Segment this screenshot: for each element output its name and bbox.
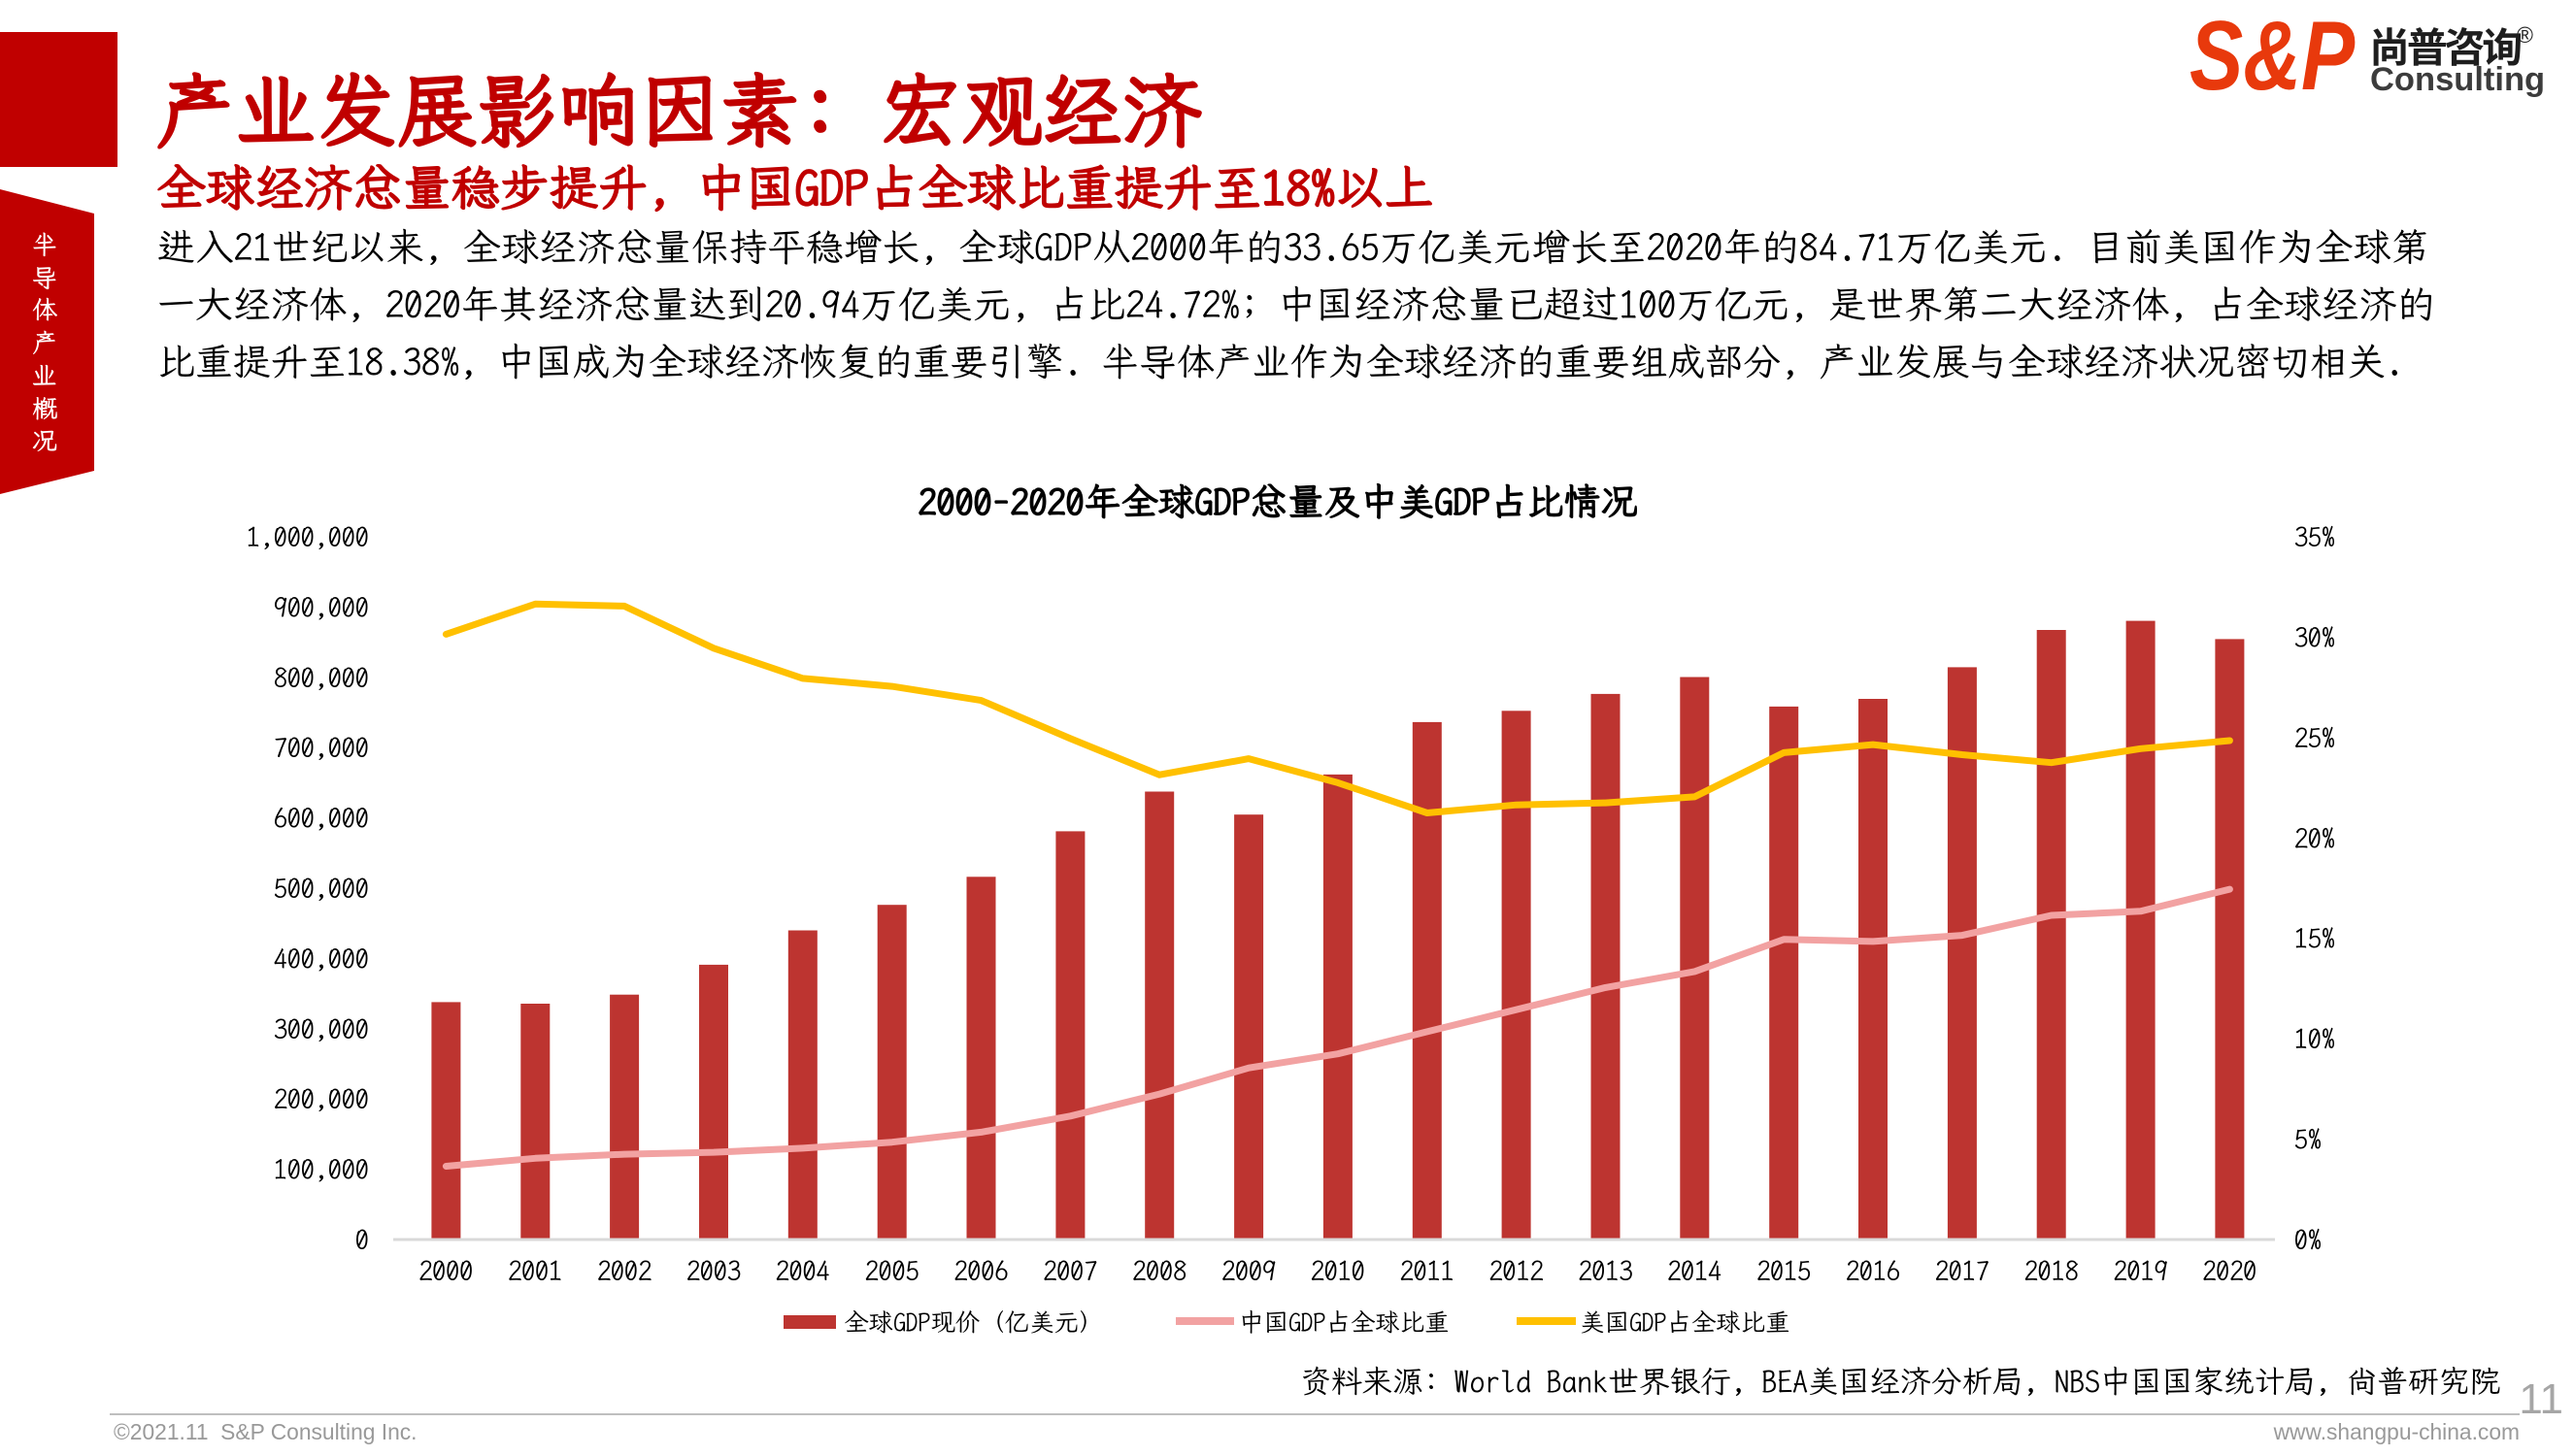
svg-text:20%: 20%: [2294, 822, 2335, 854]
svg-text:200,000: 200,000: [274, 1083, 369, 1115]
svg-text:2006: 2006: [953, 1255, 1008, 1287]
svg-text:2001: 2001: [508, 1255, 562, 1287]
svg-text:2017: 2017: [1935, 1255, 1989, 1287]
svg-text:2011: 2011: [1400, 1255, 1454, 1287]
svg-text:300,000: 300,000: [274, 1012, 369, 1044]
svg-text:2004: 2004: [776, 1255, 830, 1287]
svg-text:2014: 2014: [1667, 1255, 1722, 1287]
svg-text:400,000: 400,000: [274, 943, 369, 975]
svg-text:2012: 2012: [1489, 1255, 1544, 1287]
svg-text:10%: 10%: [2294, 1023, 2335, 1055]
svg-text:2002: 2002: [597, 1255, 652, 1287]
svg-text:700,000: 700,000: [274, 732, 369, 764]
svg-text:800,000: 800,000: [274, 661, 369, 693]
svg-text:2016: 2016: [1846, 1255, 1900, 1287]
svg-text:2000: 2000: [418, 1255, 473, 1287]
svg-text:2005: 2005: [865, 1255, 919, 1287]
svg-text:15%: 15%: [2294, 922, 2335, 954]
svg-text:100,000: 100,000: [274, 1153, 369, 1185]
svg-text:美国GDP占全球比重: 美国GDP占全球比重: [1580, 1308, 1790, 1338]
svg-text:2000-2020年全球GDP总量及中美GDP占比情况: 2000-2020年全球GDP总量及中美GDP占比情况: [918, 481, 1637, 524]
svg-text:中国GDP占全球比重: 中国GDP占全球比重: [1239, 1308, 1450, 1338]
svg-text:2013: 2013: [1578, 1255, 1632, 1287]
svg-text:0%: 0%: [2294, 1224, 2322, 1256]
svg-text:2007: 2007: [1043, 1255, 1097, 1287]
svg-text:2018: 2018: [2024, 1255, 2079, 1287]
svg-text:600,000: 600,000: [274, 802, 369, 834]
svg-text:900,000: 900,000: [274, 591, 369, 623]
svg-text:0: 0: [355, 1224, 369, 1256]
svg-text:2010: 2010: [1311, 1255, 1365, 1287]
svg-text:1,000,000: 1,000,000: [247, 521, 369, 553]
svg-text:30%: 30%: [2294, 621, 2335, 653]
svg-text:2015: 2015: [1756, 1255, 1811, 1287]
svg-text:500,000: 500,000: [274, 873, 369, 905]
svg-text:2008: 2008: [1132, 1255, 1187, 1287]
svg-text:2020: 2020: [2202, 1255, 2256, 1287]
svg-text:2009: 2009: [1221, 1255, 1276, 1287]
svg-text:2019: 2019: [2114, 1255, 2168, 1287]
svg-text:2003: 2003: [686, 1255, 741, 1287]
svg-text:35%: 35%: [2294, 521, 2335, 553]
svg-text:全球GDP现价（亿美元）: 全球GDP现价（亿美元）: [844, 1308, 1104, 1338]
svg-text:5%: 5%: [2294, 1123, 2322, 1155]
svg-text:25%: 25%: [2294, 721, 2335, 753]
